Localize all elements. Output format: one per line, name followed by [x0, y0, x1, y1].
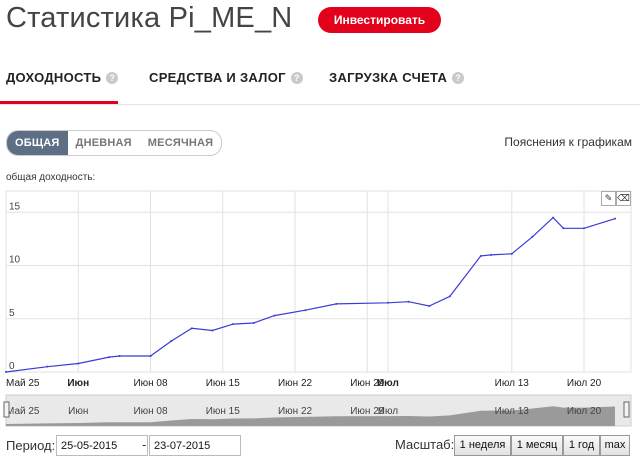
x-tick-label: Июл 13	[495, 378, 530, 389]
x-tick-label: Июн 15	[206, 378, 241, 389]
returns-chart[interactable]: 0 5 10 15 Май 25 Июн Июн 08 Июн 15 Июн 22 Июн 29…	[0, 186, 640, 432]
period-to-input[interactable]	[149, 435, 241, 456]
navigator-label: Май 25	[6, 406, 40, 417]
data-point	[304, 309, 307, 312]
data-point	[614, 217, 616, 220]
data-point	[531, 235, 534, 238]
navigator-label: Июн	[68, 406, 88, 417]
y-tick-label: 10	[9, 255, 21, 266]
navigator-label: Июл 13	[495, 406, 530, 417]
chart-mode-switch: ОБЩАЯ ДНЕВНАЯ МЕСЯЧНАЯ	[6, 130, 223, 156]
data-point	[407, 300, 410, 303]
chart-title: общая доходность:	[6, 172, 96, 183]
pencil-icon[interactable]: ✎	[601, 191, 616, 206]
x-tick-label: Июн 29	[350, 378, 385, 389]
y-tick-label: 0	[9, 361, 15, 372]
scale-1-year-button[interactable]: 1 год	[563, 435, 600, 456]
data-point	[190, 327, 193, 330]
eraser-icon[interactable]: ⌫	[616, 191, 631, 206]
data-point	[232, 323, 235, 326]
mode-daily[interactable]: ДНЕВНАЯ	[75, 137, 132, 149]
navigator-label: Июн 22	[278, 406, 313, 417]
navigator-label: Июн 15	[206, 406, 241, 417]
y-axis: 0 5 10 15	[9, 201, 21, 372]
data-point	[170, 340, 173, 343]
tab-account-load[interactable]: ЗАГРУЗКА СЧЕТА ?	[329, 70, 465, 85]
x-tick-label: Июн 08	[133, 378, 168, 389]
data-point	[562, 227, 565, 230]
navigator-handle[interactable]	[3, 401, 10, 418]
data-point	[46, 365, 49, 368]
data-point	[335, 302, 338, 305]
data-point	[386, 301, 389, 304]
help-icon[interactable]: ?	[452, 71, 465, 84]
charts-explanation-link[interactable]: Пояснения к графикам	[504, 135, 632, 149]
data-point	[428, 304, 431, 307]
data-point	[273, 314, 276, 317]
data-point	[108, 356, 111, 359]
navigator-label: Июл	[378, 406, 398, 417]
scale-max-button[interactable]: max	[600, 435, 630, 456]
period-label: Период:	[6, 438, 56, 453]
tab-funds-collateral[interactable]: СРЕДСТВА И ЗАЛОГ ?	[149, 70, 303, 85]
scale-1-month-button[interactable]: 1 месяц	[511, 435, 563, 456]
navigator-handle[interactable]	[623, 401, 630, 418]
data-point	[211, 329, 214, 332]
scale-1-week-button[interactable]: 1 неделя	[454, 435, 511, 456]
data-point	[5, 371, 7, 373]
period-separator: -	[142, 437, 147, 452]
mode-monthly[interactable]: МЕСЯЧНАЯ	[147, 137, 214, 149]
data-point	[510, 252, 513, 255]
scale-label: Масштаб:	[395, 437, 455, 452]
period-from-input[interactable]	[56, 435, 148, 456]
tab-bar: ДОХОДНОСТЬ ? СРЕДСТВА И ЗАЛОГ ? ЗАГРУЗКА…	[0, 58, 640, 105]
returns-series-line	[5, 216, 616, 373]
data-point	[448, 295, 451, 298]
data-point	[252, 322, 255, 325]
data-point	[118, 355, 121, 358]
tab-funds-label: СРЕДСТВА И ЗАЛОГ	[149, 70, 286, 85]
plot-area	[5, 190, 632, 373]
grid-lines	[5, 191, 631, 373]
navigator-label: Июл 20	[567, 406, 602, 417]
tab-returns-label: ДОХОДНОСТЬ	[6, 70, 102, 85]
tab-load-label: ЗАГРУЗКА СЧЕТА	[329, 70, 448, 85]
x-tick-label: Июн 22	[278, 378, 313, 389]
navigator-label: Июн 29	[350, 406, 385, 417]
x-tick-label: Июл	[377, 378, 399, 389]
data-point	[552, 216, 555, 219]
help-icon[interactable]: ?	[106, 71, 119, 84]
y-tick-label: 5	[9, 308, 15, 319]
data-point	[77, 362, 80, 365]
tab-returns[interactable]: ДОХОДНОСТЬ ?	[6, 70, 119, 85]
help-icon[interactable]: ?	[290, 71, 303, 84]
data-point	[490, 253, 493, 256]
navigator-label: Июн 08	[133, 406, 168, 417]
y-tick-label: 15	[9, 201, 21, 212]
data-point	[583, 227, 586, 230]
data-point	[149, 355, 152, 358]
x-tick-label: Май 25	[6, 378, 40, 389]
invest-button[interactable]: Инвестировать	[318, 7, 441, 33]
data-point	[479, 254, 482, 257]
mode-total[interactable]: ОБЩАЯ	[7, 131, 68, 155]
page-title: Статистика Pi_ME_N	[6, 2, 293, 34]
x-tick-label: Июл 20	[567, 378, 602, 389]
active-tab-indicator	[0, 101, 118, 104]
x-tick-label: Июн	[67, 378, 89, 389]
navigator-area	[6, 406, 615, 426]
